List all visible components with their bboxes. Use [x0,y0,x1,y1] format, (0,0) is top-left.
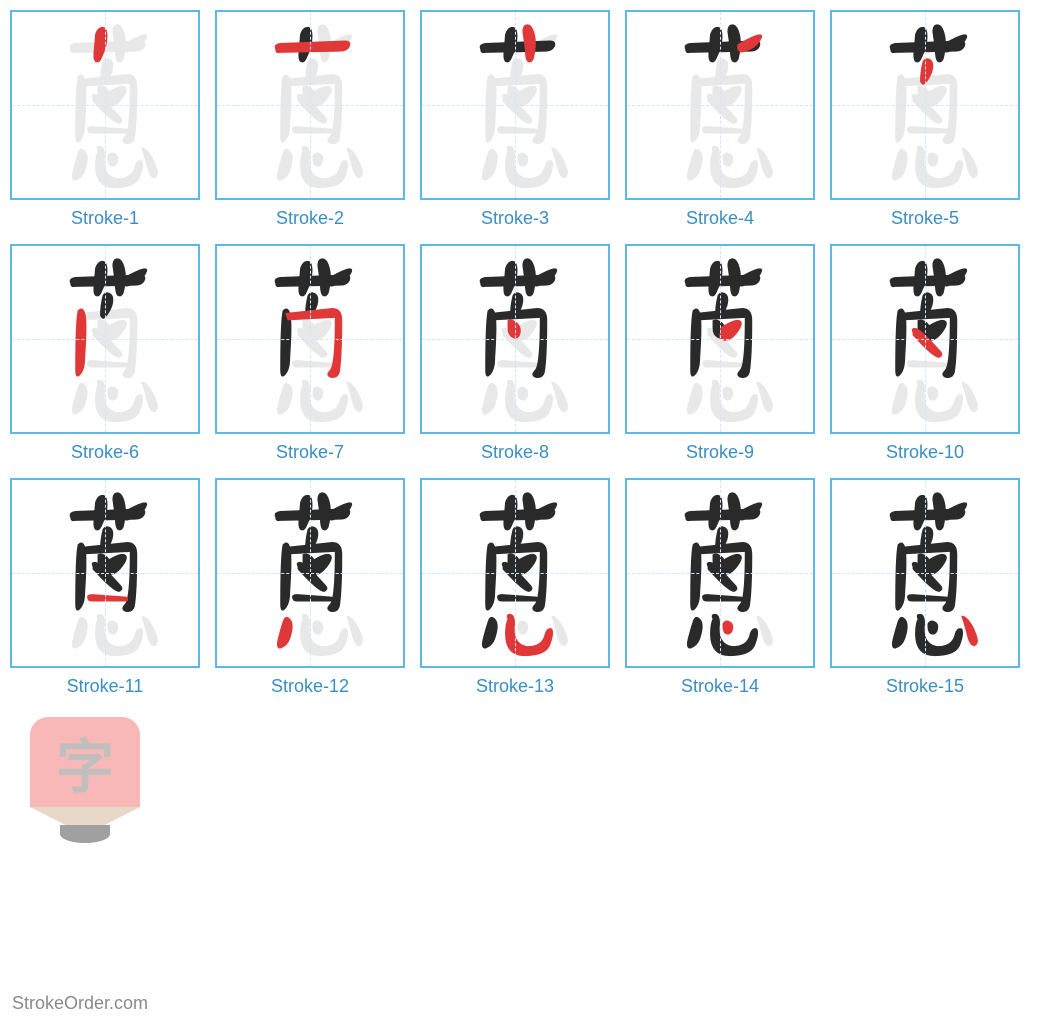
stroke-label: Stroke-3 [481,208,549,229]
stroke-label: Stroke-10 [886,442,964,463]
stroke-label: Stroke-4 [686,208,754,229]
logo-char: 字 [56,720,114,804]
stroke-box [420,244,610,434]
stroke-cell-4: Stroke-4 [625,10,815,229]
stroke-box [625,10,815,200]
stroke-label: Stroke-13 [476,676,554,697]
stroke-label: Stroke-7 [276,442,344,463]
stroke-box [215,10,405,200]
logo: 字 [10,697,200,847]
stroke-cell-5: Stroke-5 [830,10,1020,229]
stroke-cell-8: Stroke-8 [420,244,610,463]
stroke-label: Stroke-1 [71,208,139,229]
stroke-cell-12: Stroke-12 [215,478,405,697]
stroke-cell-9: Stroke-9 [625,244,815,463]
stroke-box [625,478,815,668]
stroke-label: Stroke-11 [67,676,144,697]
stroke-box [10,10,200,200]
stroke-label: Stroke-2 [276,208,344,229]
stroke-cell-6: Stroke-6 [10,244,200,463]
stroke-label: Stroke-9 [686,442,754,463]
stroke-cell-15: Stroke-15 [830,478,1020,697]
stroke-cell-3: Stroke-3 [420,10,610,229]
stroke-label: Stroke-6 [71,442,139,463]
watermark: StrokeOrder.com [12,993,148,1014]
stroke-grid: Stroke-1 Stroke-2 Stroke-3 Stroke-4 Stroke-5… [10,10,1040,697]
stroke-box [830,10,1020,200]
stroke-cell-1: Stroke-1 [10,10,200,229]
stroke-box [420,10,610,200]
stroke-box [625,244,815,434]
stroke-cell-13: Stroke-13 [420,478,610,697]
stroke-box [10,478,200,668]
stroke-cell-11: Stroke-11 [10,478,200,697]
stroke-cell-7: Stroke-7 [215,244,405,463]
stroke-label: Stroke-8 [481,442,549,463]
stroke-box [215,244,405,434]
stroke-box [420,478,610,668]
stroke-cell-2: Stroke-2 [215,10,405,229]
stroke-cell-10: Stroke-10 [830,244,1020,463]
stroke-label: Stroke-15 [886,676,964,697]
stroke-label: Stroke-12 [271,676,349,697]
stroke-label: Stroke-14 [681,676,759,697]
stroke-box [830,244,1020,434]
stroke-box [215,478,405,668]
stroke-box [10,244,200,434]
stroke-cell-14: Stroke-14 [625,478,815,697]
stroke-box [830,478,1020,668]
stroke-label: Stroke-5 [891,208,959,229]
